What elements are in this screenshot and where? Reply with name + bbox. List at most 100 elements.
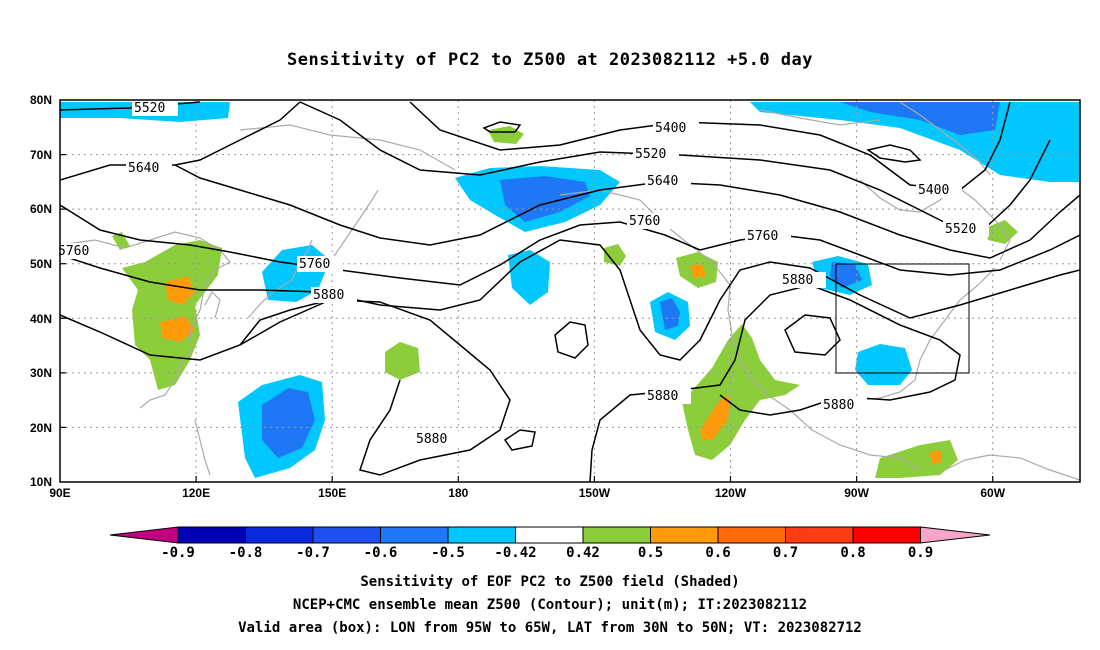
lon-label-60w: 60W (980, 486, 1005, 500)
contour-label-5760: 5760 (58, 244, 89, 259)
colorbar-label: 0.8 (840, 545, 865, 561)
coast-siberia (239, 124, 456, 171)
coast-philippines (194, 419, 211, 476)
contour-5520-mid (299, 101, 1051, 229)
lat-label-80n: 80N (30, 93, 52, 107)
coast-arctic-islands (759, 109, 881, 126)
map-title: Sensitivity of PC2 to Z500 at 2023082112… (286, 50, 813, 70)
colorbar-cell-8 (650, 526, 719, 544)
colorbar-cell-7 (582, 526, 651, 544)
coast-korea (204, 291, 221, 319)
contour-label-5880: 5880 (416, 432, 447, 447)
shade-pos-east-asia (122, 240, 222, 390)
shade-neg-great-lakes-core (830, 262, 862, 288)
lon-label-120w: 120W (715, 486, 747, 500)
lat-label-60n: 60N (30, 202, 52, 216)
colorbar-cell-2 (245, 526, 314, 544)
grid-lines (60, 100, 1080, 482)
contour-5640-north (60, 101, 301, 181)
colorbar-label: -0.42 (494, 545, 536, 561)
colorbar-label: -0.8 (229, 545, 263, 561)
shade-pos-newfoundland (985, 220, 1018, 244)
colorbar-label: -0.6 (364, 545, 398, 561)
contour-label-5400: 5400 (655, 121, 686, 136)
shade-pos-pacific-mid (385, 342, 420, 380)
contour-label-5760: 5760 (747, 229, 778, 244)
shade-pos-caribbean (875, 440, 958, 478)
contour-label-5520: 5520 (635, 147, 666, 162)
axis-ticks (60, 154, 994, 482)
contour-5880-loop-tropic (503, 429, 536, 451)
colorbar-label: -0.5 (431, 545, 465, 561)
contour-label-5640: 5640 (647, 174, 678, 189)
lat-label-10n: 10N (30, 475, 52, 489)
colorbar-cell-1 (177, 526, 246, 544)
coast-mexico (767, 394, 921, 471)
contour-label-5760: 5760 (629, 214, 660, 229)
shade-pos-central-pacific (604, 244, 626, 266)
colorbar-label: 0.42 (566, 545, 600, 561)
contour-5880-main (60, 299, 511, 476)
colorbar-cell-11 (852, 526, 921, 544)
contour-label-5520: 5520 (134, 101, 165, 116)
contour-5640-arc (174, 164, 1080, 259)
lon-label-90e: 90E (49, 486, 70, 500)
contour-5400-small (482, 121, 522, 133)
lon-label-150w: 150W (579, 486, 611, 500)
shade-pos-caribbean-orange (930, 450, 942, 464)
shade-neg-west-pacific-core (262, 388, 315, 458)
caption-valid-area: Valid area (box): LON from 95W to 65W, L… (238, 620, 862, 636)
caption-contour: NCEP+CMC ensemble mean Z500 (Contour); u… (292, 597, 808, 613)
coast-labrador (954, 184, 1011, 261)
contour-5880-loop-us (784, 314, 841, 356)
coast-us-east (914, 267, 996, 381)
contour-label-5400: 5400 (918, 183, 949, 198)
shade-pos-nw-us-orange (690, 264, 706, 278)
contour-label-5880: 5880 (313, 288, 344, 303)
shade-neg-canada-arctic-core (840, 102, 1000, 135)
coast-kamchatka (329, 189, 379, 263)
contour-labels: 5520 5640 5760 5760 5880 5400 5520 5640 … (56, 100, 989, 447)
colorbar: -0.9 -0.8 -0.7 -0.6 -0.5 -0.42 0.42 0.5 … (109, 526, 991, 561)
colorbar-right-tip (920, 526, 991, 544)
lon-label-150e: 150E (318, 486, 346, 500)
shade-pos-kuril (112, 232, 130, 250)
shade-pos-east-asia-orange1 (165, 276, 195, 305)
colorbar-cell-6 (515, 526, 584, 544)
lat-label-50n: 50N (30, 257, 52, 271)
shade-neg-southeast-us (855, 344, 912, 385)
contour-5760-low (60, 239, 1080, 361)
contour-5400-inner (866, 144, 922, 163)
contour-5760-arc (60, 204, 1080, 286)
contour-5400-arc (409, 101, 1011, 191)
plot-frame (59, 99, 1081, 483)
colorbar-label: 0.6 (705, 545, 730, 561)
colorbar-cell-5 (447, 526, 516, 544)
colorbar-label: 0.5 (638, 545, 663, 561)
colorbar-label: 0.9 (908, 545, 933, 561)
latitude-labels: 80N 70N 60N 50N 40N 30N 20N 10N (30, 93, 52, 489)
shade-pos-east-pacific (682, 324, 800, 460)
colorbar-cell-9 (717, 526, 786, 544)
caption-shading: Sensitivity of EOF PC2 to Z500 field (Sh… (360, 574, 740, 590)
contour-label-5880: 5880 (823, 398, 854, 413)
colorbar-label: -0.9 (161, 545, 195, 561)
coast-japan (247, 239, 313, 319)
lat-label-20n: 20N (30, 421, 52, 435)
contour-label-5520: 5520 (945, 222, 976, 237)
shade-neg-pacific-north-core (500, 176, 590, 222)
longitude-labels: 90E 120E 150E 180 150W 120W 90W 60W (49, 486, 1005, 500)
valid-area-box (835, 263, 970, 374)
lat-label-40n: 40N (30, 312, 52, 326)
colorbar-label: 0.7 (773, 545, 798, 561)
coast-greenland (899, 101, 991, 176)
lat-label-70n: 70N (30, 148, 52, 162)
shade-pos-east-pacific-orange (700, 395, 730, 440)
shade-pos-bering (488, 126, 524, 144)
lat-label-30n: 30N (30, 366, 52, 380)
shade-neg-canada-arctic (750, 102, 1080, 182)
shade-pos-east-asia-orange2 (160, 316, 195, 342)
lon-label-120e: 120E (182, 486, 210, 500)
colorbar-left-tip (109, 526, 179, 544)
